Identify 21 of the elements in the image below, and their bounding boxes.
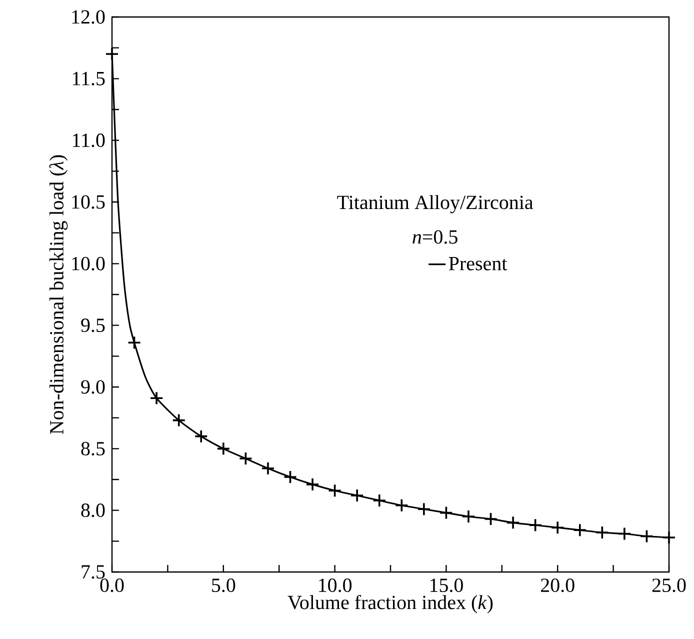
y-tick-label: 10.0 bbox=[72, 256, 105, 270]
y-tick-label: 12.0 bbox=[72, 10, 105, 24]
x-tick-label: 15.0 bbox=[430, 578, 463, 592]
y-tick-label: 9.5 bbox=[81, 318, 105, 332]
x-tick-label: 10.0 bbox=[319, 578, 352, 592]
y-tick-label: 11.5 bbox=[72, 72, 105, 86]
x-axis-title: Volume fraction index (k) bbox=[288, 594, 493, 614]
y-tick-label: 10.5 bbox=[72, 195, 105, 209]
x-tick-label: 20.0 bbox=[540, 578, 574, 592]
x-tick-label: 25.0 bbox=[652, 578, 686, 592]
y-tick-label: 8.5 bbox=[81, 442, 105, 456]
legend-label: Present bbox=[448, 257, 508, 270]
y-axis-title: Non-dimensional buckling load (λ) bbox=[49, 155, 68, 434]
legend-title: Titanium Alloy/Zirconia bbox=[337, 195, 534, 214]
y-tick-label: 11.0 bbox=[72, 134, 105, 148]
annotation: n=0.5 bbox=[412, 230, 458, 244]
y-tick-label: 8.0 bbox=[81, 504, 105, 518]
x-tick-label: 0.0 bbox=[100, 578, 124, 592]
x-tick-label: 5.0 bbox=[212, 578, 236, 592]
y-tick-label: 7.5 bbox=[82, 565, 105, 579]
y-tick-label: 9.0 bbox=[81, 380, 105, 394]
